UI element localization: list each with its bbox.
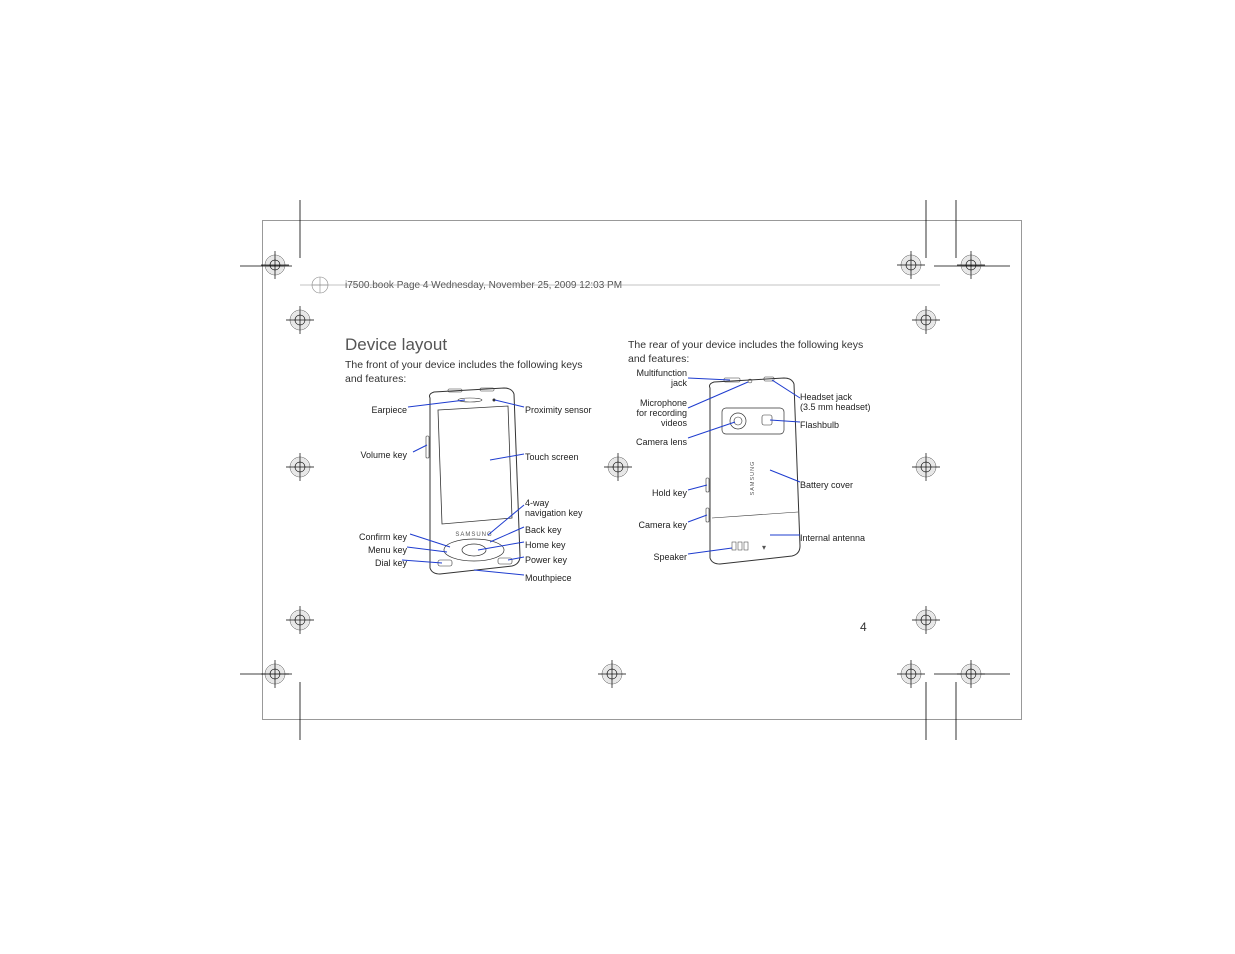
callout-label: Menu key: [368, 545, 407, 555]
callout-label: Battery cover: [800, 480, 853, 490]
callout-label: Microphonefor recordingvideos: [636, 398, 687, 428]
callout-label: Internal antenna: [800, 533, 865, 543]
callout-label: Camera lens: [636, 437, 687, 447]
rear-intro: The rear of your device includes the fol…: [628, 338, 868, 366]
callout-label: Mouthpiece: [525, 573, 572, 583]
svg-text:SAMSUNG: SAMSUNG: [750, 461, 756, 496]
callout-label: Volume key: [360, 450, 407, 460]
callout-label: Confirm key: [359, 532, 407, 542]
callout-label: Multifunctionjack: [636, 368, 687, 388]
callout-label: Speaker: [653, 552, 687, 562]
svg-text:SAMSUNG: SAMSUNG: [455, 532, 492, 538]
callout-label: Home key: [525, 540, 566, 550]
svg-text:▾: ▾: [762, 543, 766, 552]
callout-label: Earpiece: [371, 405, 407, 415]
header-rule: [300, 270, 1000, 300]
callout-label: Touch screen: [525, 452, 579, 462]
page-number: 4: [860, 620, 867, 634]
callout-label: Camera key: [638, 520, 687, 530]
callout-label: Flashbulb: [800, 420, 839, 430]
callout-label: Proximity sensor: [525, 405, 592, 415]
callout-label: Dial key: [375, 558, 407, 568]
callout-label: Power key: [525, 555, 567, 565]
callout-label: Hold key: [652, 488, 687, 498]
callout-label: 4-waynavigation key: [525, 498, 583, 518]
heading: Device layout: [345, 335, 447, 355]
callout-label: Back key: [525, 525, 562, 535]
callout-label: Headset jack(3.5 mm headset): [800, 392, 871, 412]
